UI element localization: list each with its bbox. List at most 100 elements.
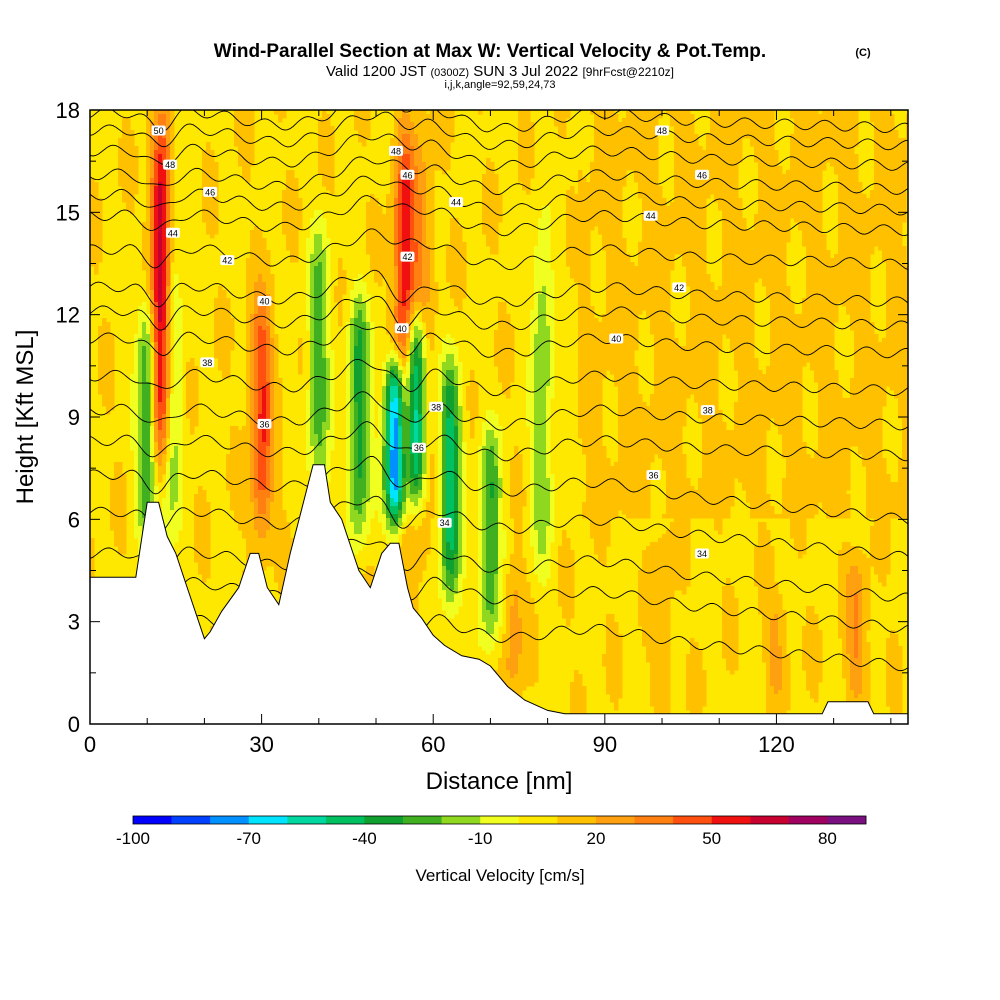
field-cell [886,278,891,283]
field-cell [426,290,431,295]
field-cell [406,186,411,191]
field-cell [674,178,679,183]
field-cell [522,126,527,131]
field-cell [798,202,803,207]
field-cell [902,174,907,179]
field-cell [314,226,319,231]
field-cell [638,182,643,187]
field-cell [754,242,759,247]
field-cell [878,242,883,247]
field-cell [818,130,823,135]
field-cell [830,270,835,275]
field-cell [766,218,771,223]
field-cell [706,134,711,139]
field-cell [610,266,615,271]
field-cell [806,238,811,243]
field-cell [586,210,591,215]
field-cell [638,170,643,175]
field-cell [566,254,571,259]
field-cell [806,154,811,159]
field-cell [246,138,251,143]
field-cell [130,138,135,143]
field-cell [422,210,427,215]
field-cell [606,246,611,251]
field-cell [786,222,791,227]
field-cell [542,230,547,235]
field-cell [326,142,331,147]
field-cell [402,266,407,271]
field-cell [854,202,859,207]
field-cell [202,158,207,163]
field-cell [806,206,811,211]
field-cell [858,278,863,283]
field-cell [158,242,163,247]
field-cell [634,166,639,171]
field-cell [130,166,135,171]
field-cell [414,218,419,223]
field-cell [746,238,751,243]
field-cell [662,254,667,259]
field-cell [870,226,875,231]
field-cell [402,150,407,155]
field-cell [650,158,655,163]
field-cell [698,190,703,195]
field-cell [874,242,879,247]
field-cell [690,234,695,239]
field-cell [490,198,495,203]
field-cell [598,126,603,131]
field-cell [906,126,908,131]
field-cell [334,286,339,291]
field-cell [606,258,611,263]
field-cell [638,110,643,115]
field-cell [394,118,399,123]
field-cell [390,166,395,171]
field-cell [654,118,659,123]
field-cell [422,126,427,131]
field-cell [430,202,435,207]
field-cell [738,202,743,207]
field-cell [278,118,283,123]
field-cell [658,250,663,255]
field-cell [886,126,891,131]
field-cell [658,262,663,267]
field-cell [414,150,419,155]
field-cell [678,162,683,167]
field-cell [890,142,895,147]
field-cell [450,130,455,135]
field-cell [94,230,99,235]
field-cell [482,218,487,223]
field-cell [130,202,135,207]
field-cell [878,234,883,239]
field-cell [410,290,415,295]
field-cell [738,138,743,143]
field-cell [390,138,395,143]
field-cell [814,270,819,275]
field-cell [530,142,535,147]
field-cell [786,170,791,175]
field-cell [206,222,211,227]
field-cell [418,206,423,211]
field-cell [150,174,155,179]
field-cell [526,182,531,187]
field-cell [694,254,699,259]
field-cell [854,226,859,231]
field-cell [154,230,159,235]
field-cell [290,198,295,203]
field-cell [762,162,767,167]
field-cell [806,202,811,207]
field-cell [486,226,491,231]
field-cell [874,142,879,147]
field-cell [210,206,215,211]
field-cell [790,182,795,187]
field-cell [378,274,383,279]
field-cell [318,170,323,175]
field-cell [894,254,899,259]
field-cell [534,274,539,279]
field-cell [726,206,731,211]
field-cell [682,238,687,243]
field-cell [318,226,323,231]
field-cell [582,230,587,235]
field-cell [402,274,407,279]
field-cell [398,198,403,203]
field-cell [450,278,455,283]
